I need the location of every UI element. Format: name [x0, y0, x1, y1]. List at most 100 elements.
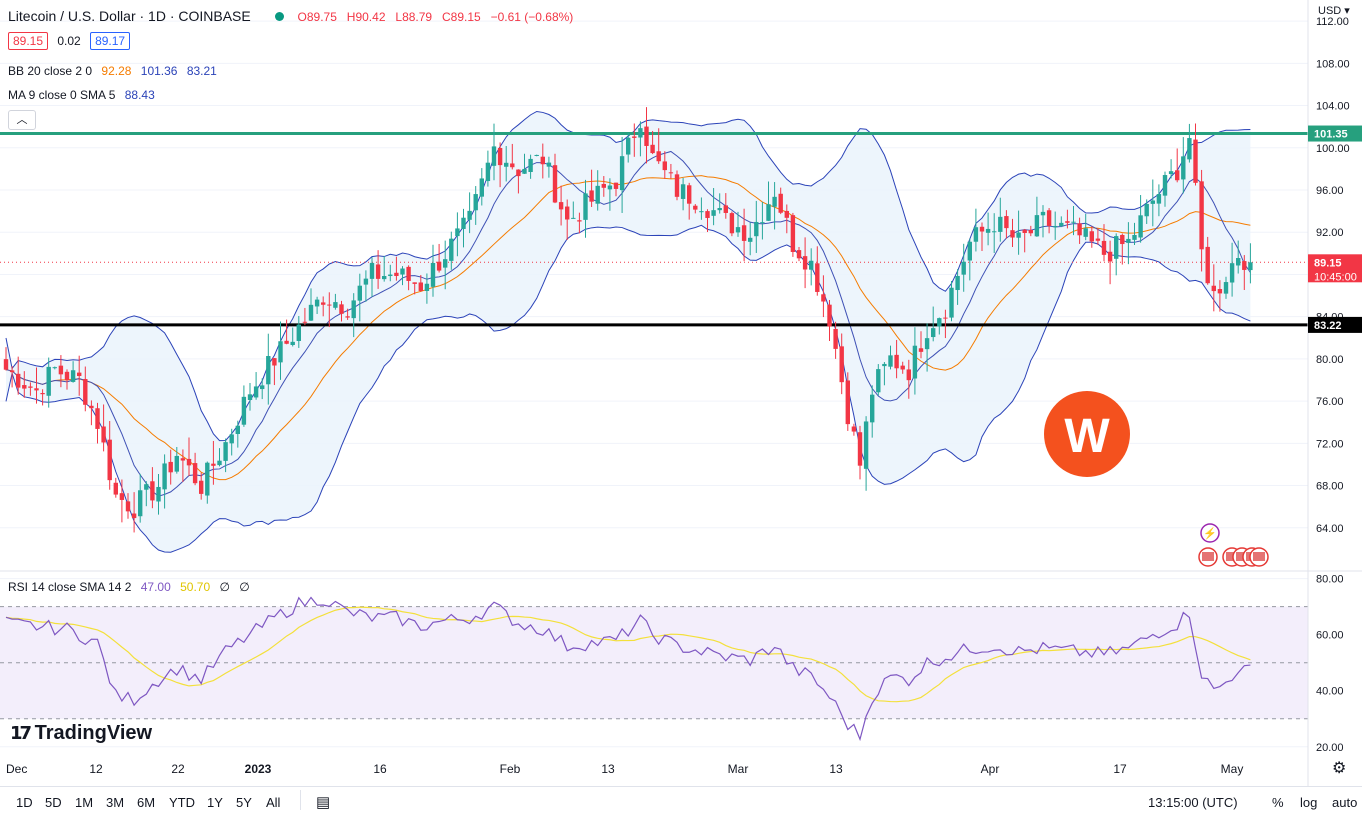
candle-body: [955, 275, 960, 291]
rsi-legend[interactable]: RSI 14 close SMA 14 2 47.00 50.70 ∅ ∅: [8, 580, 256, 594]
ohlc-low: L88.79: [395, 10, 433, 24]
candle-body: [1034, 215, 1040, 237]
auto-toggle[interactable]: auto: [1332, 795, 1358, 810]
us-flag-icon: [1253, 552, 1265, 561]
candle-body: [1095, 238, 1101, 241]
candle-body: [253, 386, 259, 398]
log-toggle[interactable]: log: [1300, 795, 1318, 810]
candle-body: [772, 196, 777, 207]
settings-gear-icon[interactable]: ⚙: [1332, 760, 1347, 777]
candle-body: [375, 264, 381, 279]
candle-body: [650, 144, 655, 154]
candle-body: [1071, 221, 1076, 223]
candle-body: [1016, 232, 1021, 238]
candle-body: [1126, 238, 1131, 243]
tf-all[interactable]: All: [266, 795, 281, 810]
candle-body: [296, 324, 301, 341]
support-price-label: 83.22: [1314, 320, 1342, 332]
candle-body: [784, 210, 789, 218]
time-tick-label: Dec: [6, 762, 27, 776]
candle-body: [906, 369, 911, 381]
tf-1d[interactable]: 1D: [16, 795, 33, 810]
candle-body: [693, 205, 698, 210]
bid-price[interactable]: 89.15: [8, 32, 49, 50]
candle-body: [357, 285, 362, 301]
ma-legend[interactable]: MA 9 close 0 SMA 5 88.43: [8, 88, 161, 102]
candle-body: [327, 304, 332, 306]
watermark-logo-icon: [1044, 391, 1130, 477]
tf-3m[interactable]: 3M: [106, 795, 125, 810]
tf-6m[interactable]: 6M: [137, 795, 156, 810]
watermark-w-icon: W: [1064, 410, 1110, 463]
collapse-legend-button[interactable]: ︿: [8, 110, 36, 130]
candle-body: [467, 210, 472, 220]
tf-5y[interactable]: 5Y: [236, 795, 252, 810]
candle-body: [339, 304, 344, 314]
price-tick-label: 108.00: [1316, 58, 1350, 70]
candle-body: [546, 162, 552, 167]
candle-body: [162, 463, 167, 490]
tf-1m[interactable]: 1M: [75, 795, 94, 810]
chart-canvas[interactable]: 64.0068.0072.0076.0080.0084.0088.0092.00…: [0, 0, 1362, 786]
tf-1y[interactable]: 1Y: [207, 795, 223, 810]
candle-body: [577, 220, 582, 222]
candle-body: [89, 405, 94, 409]
clock-time[interactable]: 13:15:00 (UTC): [1148, 795, 1238, 810]
symbol-title[interactable]: Litecoin / U.S. Dollar · 1D · COINBASE: [8, 8, 251, 24]
resistance-price-label: 101.35: [1314, 129, 1348, 141]
candle-body: [882, 363, 887, 367]
candle-body: [180, 458, 186, 461]
candle-body: [113, 482, 118, 495]
rsi-tick-label: 20.00: [1316, 742, 1344, 754]
candle-body: [595, 185, 600, 204]
candle-body: [369, 262, 375, 279]
candle-body: [52, 367, 57, 369]
rsi-tick-label: 40.00: [1316, 686, 1344, 698]
candle-body: [1010, 230, 1015, 238]
candle-body: [662, 161, 667, 171]
candle-body: [1217, 289, 1223, 294]
candle-body: [186, 458, 192, 466]
percent-toggle[interactable]: %: [1272, 795, 1284, 810]
tradingview-logo[interactable]: 𝟭𝟳 TradingView: [10, 722, 152, 745]
price-tick-label: 100.00: [1316, 143, 1350, 155]
candle-body: [1114, 236, 1119, 259]
price-tick-label: 80.00: [1316, 354, 1344, 366]
candle-body: [95, 408, 100, 429]
candle-body: [1175, 170, 1180, 181]
candle-body: [461, 217, 466, 229]
bb-legend[interactable]: BB 20 close 2 0 92.28 101.36 83.21: [8, 64, 223, 78]
candle-body: [516, 169, 521, 177]
candle-body: [802, 256, 808, 270]
candle-body: [1004, 216, 1009, 229]
bb-basis-value: 92.28: [101, 64, 132, 78]
price-tick-label: 112.00: [1316, 16, 1349, 28]
candle-body: [711, 210, 716, 216]
candle-body: [778, 193, 783, 213]
candle-body: [406, 266, 411, 281]
time-tick-label: 2023: [245, 762, 272, 776]
candle-body: [699, 211, 704, 213]
us-flag-icon: [1236, 552, 1248, 561]
ask-price[interactable]: 89.17: [90, 32, 131, 50]
candle-body: [839, 346, 844, 383]
tf-ytd[interactable]: YTD: [169, 795, 195, 810]
price-tick-label: 104.00: [1316, 101, 1350, 113]
candle-body: [796, 250, 802, 259]
candle-body: [998, 216, 1003, 232]
candle-body: [430, 263, 436, 287]
rsi-tick-label: 60.00: [1316, 630, 1344, 642]
candle-body: [918, 348, 924, 352]
candle-body: [284, 340, 289, 344]
rsi-sma-line: [5, 606, 1251, 703]
candle-body: [479, 178, 484, 197]
candle-body: [1040, 211, 1046, 216]
candle-body: [821, 294, 826, 302]
currency-selector[interactable]: USD ▾: [1318, 5, 1350, 17]
candle-body: [333, 302, 338, 308]
candle-body: [1223, 282, 1229, 294]
tf-5d[interactable]: 5D: [45, 795, 62, 810]
candle-body: [943, 317, 948, 319]
date-range-icon[interactable]: ▤: [316, 794, 331, 811]
price-tick-label: 76.00: [1316, 396, 1344, 408]
